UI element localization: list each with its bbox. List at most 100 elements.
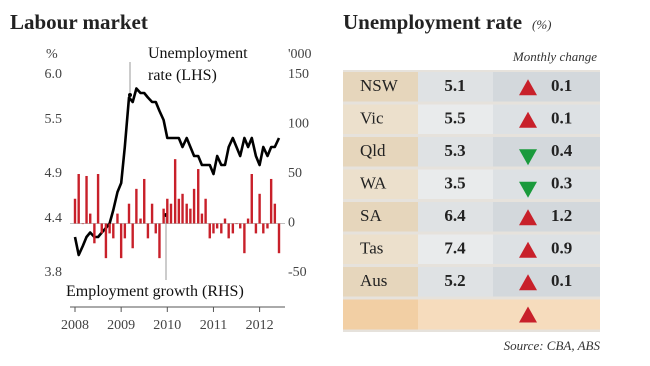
x-tick-label: 2011: [200, 318, 227, 333]
bar: [277, 223, 281, 254]
bar: [231, 223, 235, 234]
y2-tick-label: 100: [288, 117, 309, 132]
rate-cell: [418, 137, 493, 167]
x-tick-label: 2008: [61, 318, 89, 333]
rate-cell: [418, 169, 493, 199]
bar: [204, 198, 207, 224]
bar: [135, 188, 138, 224]
bar: [119, 223, 123, 259]
region: Vic: [360, 109, 384, 128]
bar: [227, 223, 230, 239]
bar: [146, 223, 150, 239]
bar: [162, 208, 165, 224]
bar: [173, 159, 177, 224]
bar: [192, 188, 196, 224]
rate: 5.1: [444, 76, 465, 95]
region-cell: [343, 202, 418, 232]
bar: [123, 223, 127, 239]
bar: [266, 223, 269, 229]
series-label: Unemployment rate (LHS): [148, 43, 266, 87]
bar: [177, 198, 181, 224]
region-cell: [343, 267, 418, 297]
change: 0.4: [551, 141, 573, 160]
rate: 6.4: [444, 206, 466, 225]
bar: [116, 213, 119, 224]
rate-cell: [418, 234, 493, 264]
bar: [108, 223, 111, 234]
series-label-text: Unemployment rate (LHS): [148, 43, 266, 87]
y2-tick-label: 150: [288, 67, 309, 82]
change: 0.1: [551, 271, 572, 290]
source: Source: CBA, ABS: [504, 338, 601, 353]
chart-title: Labour market: [10, 10, 148, 34]
change-cell: [493, 72, 600, 102]
series-label: Employment growth (RHS): [66, 281, 296, 303]
bar: [215, 223, 219, 229]
bar: [89, 213, 92, 224]
change-header: Monthly change: [512, 49, 597, 64]
change-arrow: [519, 111, 537, 128]
change-cell: [493, 137, 600, 167]
change-cell: [493, 202, 600, 232]
change-cell: [493, 234, 600, 264]
table-unit: (%): [532, 17, 552, 32]
region-cell: [343, 169, 418, 199]
bar: [220, 223, 223, 234]
bar: [96, 174, 100, 224]
change-arrow: [519, 181, 537, 198]
rate-cell: [418, 72, 493, 102]
rate-cell: [418, 104, 493, 134]
y2-unit: '000: [288, 47, 312, 62]
bar: [258, 193, 261, 224]
y-unit: %: [46, 47, 58, 62]
change: 0.1: [551, 109, 572, 128]
region: SA: [360, 206, 382, 225]
y2-tick-label: -50: [288, 265, 307, 280]
bar: [154, 223, 157, 234]
bar: [189, 208, 192, 224]
bar: [223, 218, 227, 224]
region-cell: [343, 104, 418, 134]
bar: [158, 223, 161, 259]
bar: [169, 203, 173, 224]
bar: [77, 174, 80, 224]
bar: [254, 223, 258, 234]
y-tick-label: 6.0: [45, 67, 63, 82]
y2-tick-label: 50: [288, 166, 302, 181]
rate: 3.5: [444, 174, 465, 193]
bar: [243, 223, 246, 254]
region-cell: [343, 72, 418, 102]
bar: [139, 218, 142, 224]
bar: [246, 218, 250, 224]
bar: [81, 223, 85, 225]
bar: [239, 223, 242, 229]
bar: [112, 223, 115, 239]
footer-cell: [343, 299, 418, 330]
rate: 7.4: [444, 239, 466, 258]
bar: [104, 223, 108, 259]
region: Aus: [360, 271, 387, 290]
bar: [100, 223, 103, 234]
change-arrow: [519, 209, 537, 226]
table-title: Unemployment rate: [343, 10, 522, 34]
bar: [273, 203, 277, 224]
bar: [235, 223, 238, 225]
bar: [150, 203, 154, 224]
x-tick-label: 2010: [153, 318, 181, 333]
bar: [181, 193, 184, 224]
rate-cell: [418, 202, 493, 232]
bar: [131, 223, 134, 249]
change: 1.2: [551, 206, 572, 225]
y-tick-label: 4.4: [45, 211, 63, 226]
y-tick-label: 3.8: [45, 265, 63, 280]
rate: 5.3: [444, 141, 465, 160]
bar: [197, 169, 200, 224]
change-cell: [493, 169, 600, 199]
bar: [269, 178, 273, 224]
region-cell: [343, 137, 418, 167]
change-cell: [493, 104, 600, 134]
region-cell: [343, 234, 418, 264]
bar: [93, 223, 96, 244]
bar: [185, 203, 188, 224]
bar: [208, 223, 211, 239]
